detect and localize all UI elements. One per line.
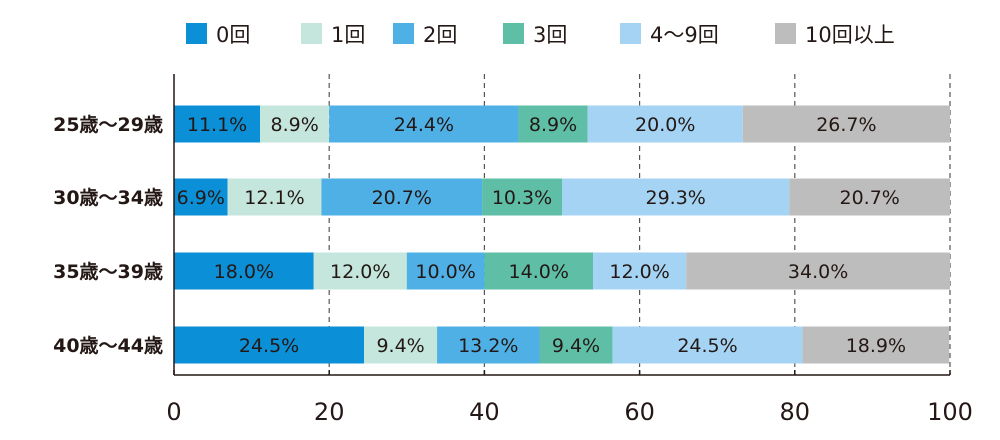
- data-label-3-5: 18.9%: [846, 335, 906, 357]
- bar-segment-3-1: [364, 326, 438, 364]
- bar-segment-1-4: [562, 178, 790, 216]
- bar-segment-0-1: [260, 105, 330, 143]
- legend-label-1: 1回: [331, 23, 365, 47]
- legend-swatch-3: [503, 23, 524, 44]
- data-label-3-4: 24.5%: [677, 335, 737, 357]
- bar-segment-3-3: [539, 326, 613, 364]
- bar-segment-0-2: [329, 105, 519, 143]
- bar-segment-1-0: [174, 178, 228, 216]
- data-label-2-1: 12.0%: [330, 261, 390, 283]
- legend-label-0: 0回: [216, 23, 250, 47]
- category-label-3: 40歳〜44歳: [53, 335, 163, 357]
- bar-segment-3-0: [174, 326, 365, 364]
- x-tick-label-0: 0: [166, 398, 181, 426]
- data-label-2-2: 10.0%: [415, 261, 475, 283]
- data-label-1-3: 10.3%: [492, 187, 552, 209]
- bar-segment-2-4: [593, 252, 687, 290]
- bar-segment-3-4: [612, 326, 803, 364]
- x-tick-label-100: 100: [927, 398, 973, 426]
- bar-segment-0-4: [587, 105, 743, 143]
- data-label-3-3: 9.4%: [552, 335, 600, 357]
- bar-segment-3-2: [437, 326, 540, 364]
- data-label-2-5: 34.0%: [788, 261, 848, 283]
- data-label-3-2: 13.2%: [458, 335, 518, 357]
- legend-swatch-5: [775, 23, 796, 44]
- x-tick-label-20: 20: [314, 398, 345, 426]
- bar-segment-2-2: [406, 252, 485, 290]
- bar-segment-0-5: [742, 105, 950, 143]
- data-label-1-2: 20.7%: [372, 187, 432, 209]
- data-label-0-2: 24.4%: [394, 114, 454, 136]
- data-label-0-5: 26.7%: [816, 114, 876, 136]
- data-label-3-0: 24.5%: [239, 335, 299, 357]
- data-label-0-3: 8.9%: [529, 114, 577, 136]
- bar-segment-3-5: [802, 326, 950, 364]
- data-label-1-4: 29.3%: [646, 187, 706, 209]
- legend-label-5: 10回以上: [805, 23, 895, 47]
- legend-swatch-0: [186, 23, 207, 44]
- bars: 11.1% 8.9% 24.4% 8.9% 20.0% 26.7% 6.9% 12.1% 20.…: [174, 105, 950, 364]
- category-label-2: 35歳〜39歳: [53, 261, 163, 283]
- category-label-1: 30歳〜34歳: [53, 187, 163, 209]
- category-labels: 25歳〜29歳 30歳〜34歳 35歳〜39歳 40歳〜44歳: [53, 114, 163, 357]
- legend-swatch-4: [620, 23, 641, 44]
- x-tick-label-40: 40: [469, 398, 500, 426]
- bar-segment-2-1: [313, 252, 407, 290]
- x-axis: 0 20 40 60 80 100: [166, 74, 973, 426]
- legend: 0回 1回 2回 3回 4〜9回 10回以上: [186, 23, 895, 47]
- bar-segment-2-0: [174, 252, 314, 290]
- data-label-2-4: 12.0%: [609, 261, 669, 283]
- bar-segment-1-3: [482, 178, 562, 216]
- legend-label-3: 3回: [533, 23, 567, 47]
- data-label-2-0: 18.0%: [214, 261, 274, 283]
- data-label-0-1: 8.9%: [271, 114, 319, 136]
- legend-swatch-1: [301, 23, 322, 44]
- legend-label-2: 2回: [423, 23, 457, 47]
- data-label-1-1: 12.1%: [244, 187, 304, 209]
- bar-segment-2-5: [686, 252, 950, 290]
- bar-segment-0-0: [174, 105, 261, 143]
- category-label-0: 25歳〜29歳: [53, 114, 163, 136]
- bar-segment-0-3: [518, 105, 588, 143]
- bar-segment-1-2: [321, 178, 483, 216]
- data-label-2-3: 14.0%: [509, 261, 569, 283]
- data-label-1-5: 20.7%: [840, 187, 900, 209]
- legend-label-4: 4〜9回: [650, 23, 719, 47]
- bar-segment-1-1: [227, 178, 322, 216]
- data-label-0-0: 11.1%: [187, 114, 247, 136]
- data-label-3-1: 9.4%: [376, 335, 424, 357]
- bar-segment-1-5: [789, 178, 950, 216]
- x-tick-label-80: 80: [780, 398, 811, 426]
- legend-swatch-2: [393, 23, 414, 44]
- x-tick-label-60: 60: [624, 398, 655, 426]
- data-label-1-0: 6.9%: [177, 187, 225, 209]
- bar-segment-2-3: [484, 252, 594, 290]
- data-label-0-4: 20.0%: [635, 114, 695, 136]
